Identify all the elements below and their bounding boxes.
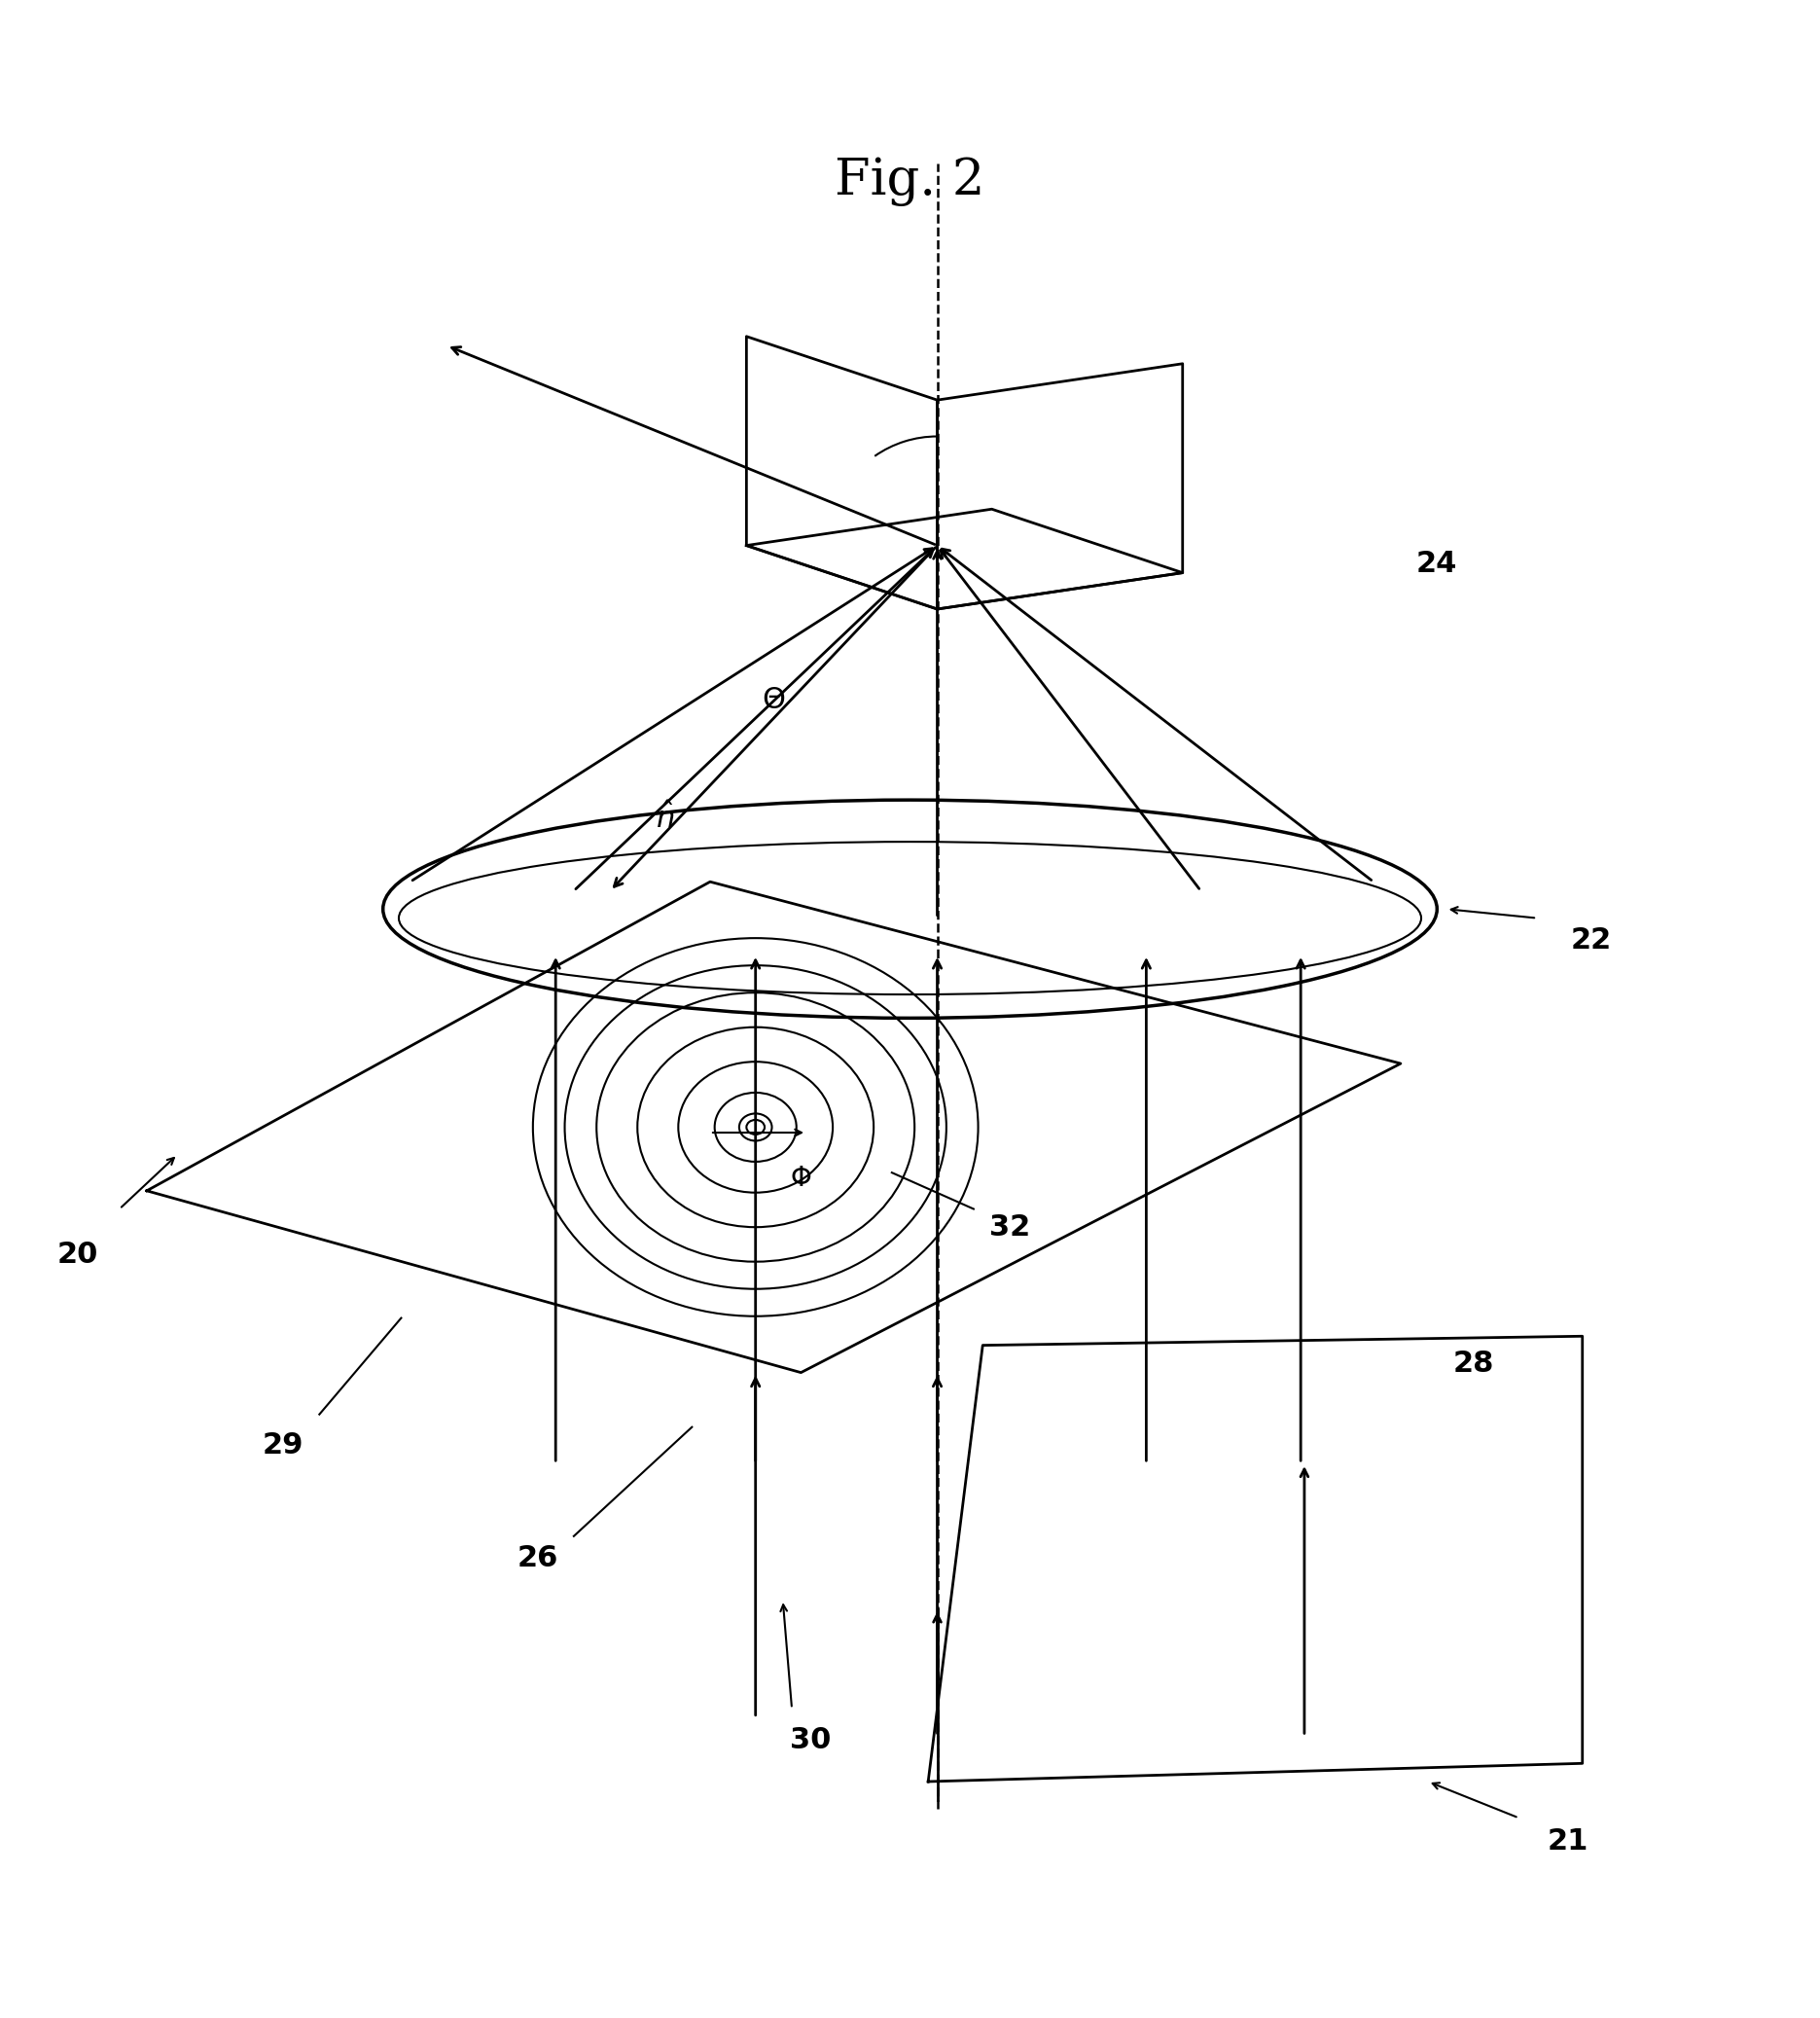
Text: $\hat{n}$: $\hat{n}$	[655, 803, 673, 833]
Text: 22: 22	[1571, 926, 1613, 955]
Text: 30: 30	[790, 1725, 830, 1754]
Text: 28: 28	[1452, 1350, 1494, 1378]
Text: $\Phi$: $\Phi$	[790, 1164, 812, 1193]
Text: 21: 21	[1547, 1828, 1589, 1857]
Text: 32: 32	[990, 1213, 1030, 1241]
Text: 26: 26	[517, 1544, 559, 1572]
Text: 24: 24	[1416, 549, 1458, 577]
Text: 29: 29	[262, 1431, 304, 1459]
Text: Fig. 2: Fig. 2	[835, 157, 985, 206]
Text: 20: 20	[56, 1241, 98, 1269]
Text: $\Theta$: $\Theta$	[763, 686, 786, 714]
